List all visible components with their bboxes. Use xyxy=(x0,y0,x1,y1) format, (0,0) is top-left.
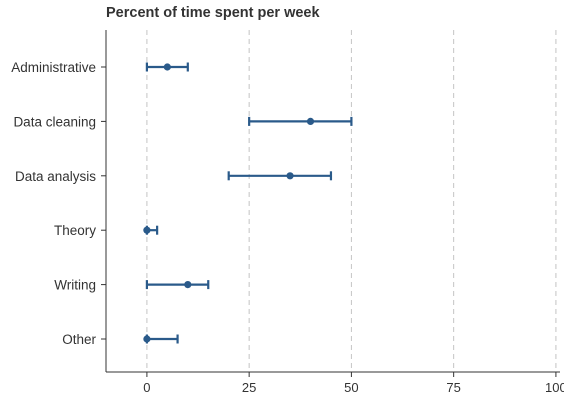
category-label-theory: Theory xyxy=(54,223,96,238)
x-tick-label-75: 75 xyxy=(446,380,460,395)
axes xyxy=(101,30,560,377)
x-tick-label-100: 100 xyxy=(545,380,564,395)
category-label-writing: Writing xyxy=(54,278,96,293)
x-tick-label-0: 0 xyxy=(143,380,150,395)
x-tick-labels: 0 25 50 75 100 xyxy=(143,380,564,395)
point-data-analysis xyxy=(286,172,294,180)
grid-lines xyxy=(146,30,557,372)
point-writing xyxy=(184,281,192,289)
point-administrative xyxy=(163,63,171,71)
category-label-other: Other xyxy=(62,332,96,347)
x-tick-label-50: 50 xyxy=(344,380,358,395)
point-other xyxy=(143,335,151,343)
category-label-data-cleaning: Data cleaning xyxy=(13,114,96,129)
x-tick-label-25: 25 xyxy=(242,380,256,395)
point-theory xyxy=(143,226,151,234)
category-label-administrative: Administrative xyxy=(11,60,96,75)
category-label-data-analysis: Data analysis xyxy=(15,169,96,184)
category-labels: Administrative Data cleaning Data analysis… xyxy=(11,60,96,347)
chart-title: Percent of time spent per week xyxy=(106,5,320,21)
data-marks xyxy=(143,62,353,344)
point-data-cleaning xyxy=(306,117,315,125)
